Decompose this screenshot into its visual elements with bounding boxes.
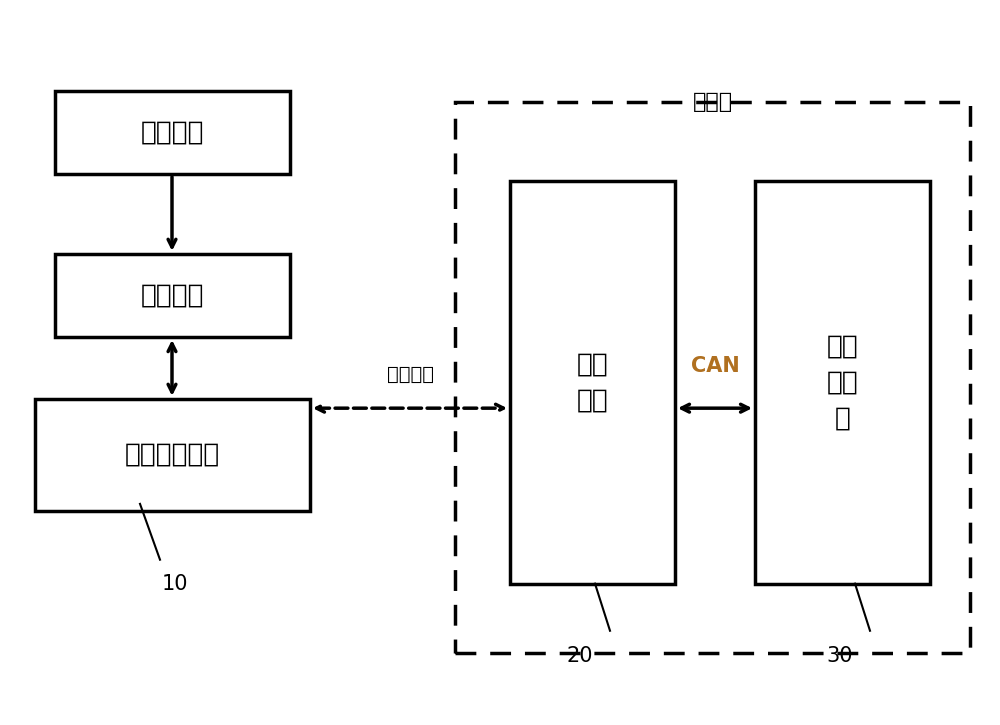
- Bar: [55, 254, 290, 337]
- Text: 加密工具: 加密工具: [141, 283, 204, 308]
- Text: 20: 20: [567, 646, 593, 666]
- Bar: [35, 399, 310, 511]
- Text: 升级文件: 升级文件: [141, 120, 204, 145]
- Text: 目标
控制
器: 目标 控制 器: [827, 334, 858, 431]
- Bar: [755, 181, 930, 584]
- Text: 无线传输: 无线传输: [386, 365, 434, 384]
- Bar: [55, 91, 290, 174]
- Text: 基础数据平台: 基础数据平台: [125, 442, 220, 468]
- Text: 车辆端: 车辆端: [693, 92, 733, 112]
- Bar: [455, 102, 970, 652]
- Text: CAN: CAN: [691, 355, 739, 376]
- Bar: [510, 181, 675, 584]
- Text: 车载
终端: 车载 终端: [577, 352, 608, 413]
- Text: 30: 30: [827, 646, 853, 666]
- Text: 10: 10: [162, 573, 188, 594]
